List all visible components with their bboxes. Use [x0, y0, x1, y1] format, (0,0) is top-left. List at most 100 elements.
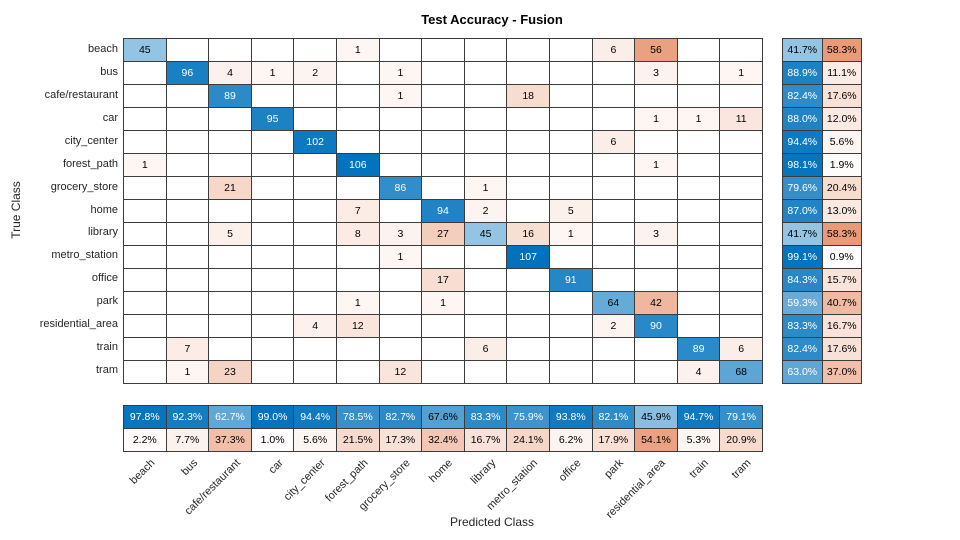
matrix-cell: 4 [677, 361, 720, 383]
y-tick-label: grocery_store [50, 180, 118, 193]
y-tick-label: home [90, 203, 118, 216]
matrix-cell [422, 338, 464, 360]
matrix-cell [336, 269, 379, 291]
matrix-cell [336, 177, 379, 199]
x-tick-label: park [601, 457, 626, 481]
matrix-cell [294, 269, 336, 291]
x-tick-label: city_center [281, 457, 328, 504]
row-summary-correct-cell: 63.0% [783, 361, 822, 383]
matrix-cell [422, 361, 464, 383]
matrix-cell: 12 [379, 361, 422, 383]
matrix-cell [294, 85, 336, 107]
matrix-cell: 1 [336, 39, 379, 61]
matrix-cell: 7 [166, 338, 209, 360]
row-summary-correct-cell: 88.0% [783, 108, 822, 130]
row-summary-incorrect-cell: 37.0% [822, 361, 861, 383]
matrix-cell-diagonal: 89 [209, 85, 251, 107]
column-summary-correct-cell: 62.7% [209, 406, 251, 428]
matrix-cell [592, 200, 635, 222]
matrix-cell [166, 154, 209, 176]
x-tick-label: home [427, 457, 456, 485]
matrix-cell-diagonal: 96 [166, 62, 209, 84]
matrix-cell [677, 62, 720, 84]
matrix-cell [124, 246, 166, 268]
matrix-cell [549, 108, 592, 130]
matrix-cell: 1 [166, 361, 209, 383]
matrix-cell [464, 108, 507, 130]
matrix-cell [464, 315, 507, 337]
matrix-cell [635, 361, 677, 383]
matrix-cell [294, 177, 336, 199]
matrix-cell [677, 154, 720, 176]
matrix-cell [294, 223, 336, 245]
matrix-cell-diagonal: 106 [336, 154, 379, 176]
matrix-cell [251, 269, 294, 291]
matrix-cell [592, 223, 635, 245]
row-summary-incorrect-cell: 0.9% [822, 246, 861, 268]
matrix-cell [251, 131, 294, 153]
chart-title: Test Accuracy - Fusion [421, 12, 563, 27]
matrix-cell [677, 177, 720, 199]
y-tick-label: beach [88, 43, 118, 55]
matrix-cell [251, 292, 294, 314]
matrix-cell [251, 223, 294, 245]
matrix-cell: 1 [379, 85, 422, 107]
matrix-cell [251, 315, 294, 337]
matrix-cell [592, 338, 635, 360]
matrix-cell [592, 177, 635, 199]
column-summary-correct-cell: 93.8% [549, 406, 592, 428]
row-summary-incorrect-cell: 1.9% [822, 154, 861, 176]
matrix-cell [294, 39, 336, 61]
matrix-cell [507, 108, 549, 130]
matrix-cell: 11 [720, 108, 762, 130]
matrix-cell [507, 62, 549, 84]
matrix-cell [422, 154, 464, 176]
matrix-cell [124, 361, 166, 383]
matrix-cell [166, 39, 209, 61]
matrix-cell [166, 292, 209, 314]
matrix-cell [209, 269, 251, 291]
matrix-cell [379, 338, 422, 360]
row-summary-correct-cell: 84.3% [783, 269, 822, 291]
column-summary-correct-cell: 82.7% [379, 406, 422, 428]
matrix-cell [720, 223, 762, 245]
row-summary-correct-cell: 99.1% [783, 246, 822, 268]
matrix-cell [209, 246, 251, 268]
matrix-cell [464, 292, 507, 314]
matrix-cell [209, 292, 251, 314]
matrix-cell-diagonal: 102 [294, 131, 336, 153]
matrix-cell [166, 200, 209, 222]
row-summary-correct-cell: 59.3% [783, 292, 822, 314]
matrix-cell: 8 [336, 223, 379, 245]
matrix-cell [124, 292, 166, 314]
matrix-cell [677, 223, 720, 245]
matrix-cell: 1 [464, 177, 507, 199]
matrix-cell [379, 315, 422, 337]
matrix-cell [294, 338, 336, 360]
matrix-cell [635, 200, 677, 222]
matrix-cell [592, 361, 635, 383]
matrix-cell [677, 292, 720, 314]
matrix-cell: 17 [422, 269, 464, 291]
matrix-cell [336, 62, 379, 84]
row-summary-incorrect-cell: 11.1% [822, 62, 861, 84]
matrix-cell: 56 [635, 39, 677, 61]
x-tick-label: office [556, 457, 584, 484]
matrix-cell [507, 361, 549, 383]
matrix-cell [720, 131, 762, 153]
matrix-cell [464, 131, 507, 153]
matrix-cell [124, 108, 166, 130]
matrix-cell [464, 85, 507, 107]
matrix-cell: 6 [592, 131, 635, 153]
row-summary-incorrect-cell: 16.7% [822, 315, 861, 337]
column-summary-incorrect-cell: 20.9% [720, 429, 762, 451]
matrix-cell [124, 131, 166, 153]
matrix-cell: 3 [379, 223, 422, 245]
matrix-cell [422, 108, 464, 130]
row-summary-correct-cell: 41.7% [783, 223, 822, 245]
matrix-cell [592, 246, 635, 268]
matrix-cell: 6 [592, 39, 635, 61]
matrix-cell [336, 246, 379, 268]
matrix-cell [251, 200, 294, 222]
matrix-cell [507, 177, 549, 199]
